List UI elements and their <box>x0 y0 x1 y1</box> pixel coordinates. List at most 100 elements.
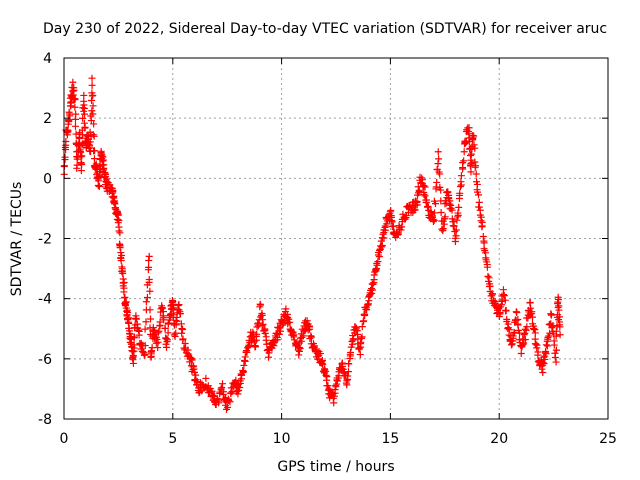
data-point <box>434 148 442 156</box>
data-point <box>356 345 364 353</box>
data-point <box>376 246 384 254</box>
data-point <box>431 209 439 217</box>
data-point <box>207 388 215 396</box>
data-point <box>71 95 79 103</box>
data-point <box>86 138 94 146</box>
data-point <box>116 242 124 250</box>
data-point <box>116 229 124 237</box>
data-point <box>65 117 73 125</box>
data-point <box>132 315 140 323</box>
data-point <box>429 215 437 223</box>
data-point <box>330 399 338 407</box>
data-point <box>187 355 195 362</box>
data-point <box>142 298 150 306</box>
y-axis-label: SDTVAR / TECUs <box>9 182 25 297</box>
data-point <box>178 329 186 337</box>
data-point <box>383 220 391 228</box>
data-point <box>122 298 130 306</box>
data-point <box>455 203 463 211</box>
data-point <box>286 318 294 326</box>
data-point <box>556 331 564 339</box>
data-point <box>321 366 329 374</box>
data-point <box>465 124 473 132</box>
data-point <box>485 274 493 282</box>
data-point <box>89 131 97 139</box>
data-point <box>78 152 86 160</box>
data-point <box>100 161 108 169</box>
data-point <box>88 74 96 82</box>
data-point <box>145 263 153 271</box>
data-point <box>520 339 528 347</box>
x-axis-label: GPS time / hours <box>277 459 394 475</box>
data-point <box>141 325 149 333</box>
data-point <box>510 328 518 336</box>
data-point <box>533 341 541 349</box>
data-point <box>433 178 441 186</box>
data-point <box>78 161 86 169</box>
data-point <box>528 308 536 316</box>
data-point <box>542 350 550 358</box>
data-point <box>159 308 167 316</box>
data-point <box>164 336 172 344</box>
data-point <box>253 323 261 331</box>
data-point <box>77 153 85 161</box>
data-point <box>64 126 72 134</box>
data-point <box>444 188 452 196</box>
data-point <box>333 380 341 388</box>
data-point <box>460 157 468 165</box>
data-point <box>351 323 359 331</box>
data-point <box>421 192 429 200</box>
data-point <box>415 186 423 194</box>
data-point <box>215 397 223 405</box>
data-point <box>80 91 88 99</box>
data-point <box>69 78 77 86</box>
grid <box>64 58 608 419</box>
data-point <box>356 351 364 359</box>
x-tick-label: 10 <box>273 431 291 447</box>
data-point <box>358 323 366 331</box>
data-point <box>310 342 318 350</box>
data-point <box>141 342 149 350</box>
data-point <box>457 172 465 180</box>
data-marks <box>60 74 564 413</box>
data-point <box>437 186 445 194</box>
data-point <box>531 329 539 337</box>
data-point <box>500 291 508 299</box>
data-point <box>439 225 447 233</box>
axis-ticks: 0 5 10 15 20 25 -8 -6 -4 -2 0 2 4 <box>38 51 617 447</box>
data-point <box>261 329 269 337</box>
data-point <box>505 326 513 334</box>
data-point <box>88 92 96 100</box>
data-point <box>521 336 529 344</box>
data-point <box>456 189 464 197</box>
data-point <box>507 341 515 349</box>
data-point <box>470 132 478 140</box>
data-point <box>378 243 386 251</box>
data-point <box>170 304 178 312</box>
data-point <box>547 311 555 319</box>
data-point <box>381 226 389 234</box>
data-point <box>88 107 96 115</box>
data-point <box>420 191 428 199</box>
y-tick-label: -4 <box>38 292 52 308</box>
data-point <box>179 335 187 343</box>
data-point <box>114 208 122 216</box>
x-tick-label: 25 <box>599 431 617 447</box>
data-point <box>483 263 491 271</box>
y-tick-label: 0 <box>43 171 52 187</box>
data-point <box>202 374 210 382</box>
data-point <box>130 341 138 349</box>
data-point <box>343 381 351 389</box>
y-tick-label: -6 <box>38 352 52 368</box>
data-point <box>239 367 247 375</box>
data-point <box>164 329 172 337</box>
data-point <box>129 351 137 359</box>
data-point <box>357 334 365 342</box>
data-point <box>378 242 386 250</box>
data-point <box>532 340 540 348</box>
data-point <box>319 361 327 369</box>
data-point <box>154 329 162 337</box>
data-point <box>95 182 103 190</box>
data-point <box>90 132 98 140</box>
data-point <box>472 170 480 178</box>
